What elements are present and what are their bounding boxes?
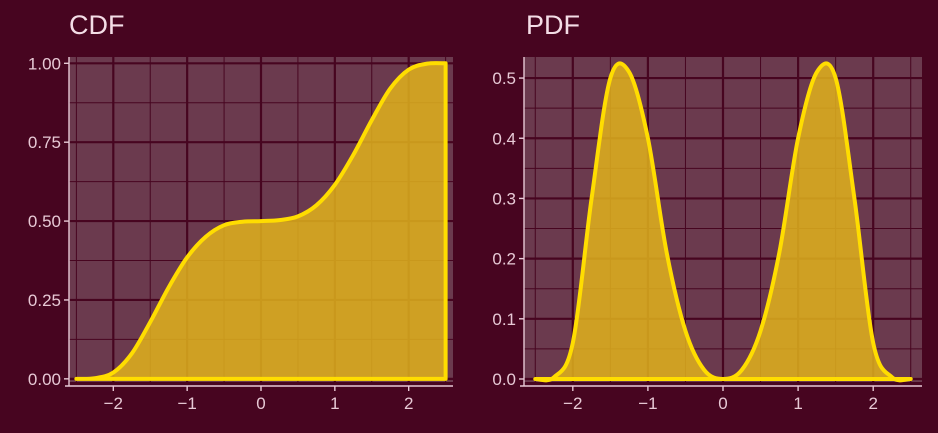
- pdf-panel-title: PDF: [526, 10, 580, 40]
- cdf-area: [76, 63, 446, 379]
- cdf-x-tick-label: 0: [256, 394, 265, 413]
- pdf-x-tick-label: 0: [718, 394, 727, 413]
- pdf-curve: [533, 61, 913, 383]
- cdf-x-tick-label: 2: [404, 394, 413, 413]
- pdf-x-tick-label: 2: [868, 394, 877, 413]
- cdf-panel-title: CDF: [69, 10, 125, 40]
- cdf-y-tick-label: 0.25: [28, 291, 61, 310]
- cdf-curve: [74, 61, 448, 381]
- cdf-y-tick-label: 0.00: [28, 370, 61, 389]
- cdf-panel: −2 −1 0 1 2 0.00 0.25 0.50 0.75 1.00 CDF: [28, 10, 453, 413]
- pdf-y-tick-label: 0.3: [492, 189, 516, 208]
- cdf-x-tick-label: 1: [330, 394, 339, 413]
- pdf-panel: −2 −1 0 1 2 0.0 0.1 0.2 0.3 0.4 0.5 PDF: [492, 10, 922, 413]
- pdf-y-tick-label: 0.4: [492, 129, 516, 148]
- pdf-area: [535, 63, 911, 381]
- pdf-y-tick-label: 0.2: [492, 250, 516, 269]
- cdf-x-tick-label: −2: [104, 394, 123, 413]
- cdf-y-tick-label: 0.50: [28, 212, 61, 231]
- pdf-y-tick-label: 0.0: [492, 370, 516, 389]
- pdf-x-tick-label: 1: [793, 394, 802, 413]
- pdf-x-tick-label: −2: [563, 394, 582, 413]
- pdf-y-tick-label: 0.5: [492, 69, 516, 88]
- cdf-x-tick-label: −1: [177, 394, 196, 413]
- pdf-y-tick-label: 0.1: [492, 310, 516, 329]
- cdf-y-tick-label: 0.75: [28, 133, 61, 152]
- cdf-y-tick-label: 1.00: [28, 54, 61, 73]
- pdf-x-tick-label: −1: [638, 394, 657, 413]
